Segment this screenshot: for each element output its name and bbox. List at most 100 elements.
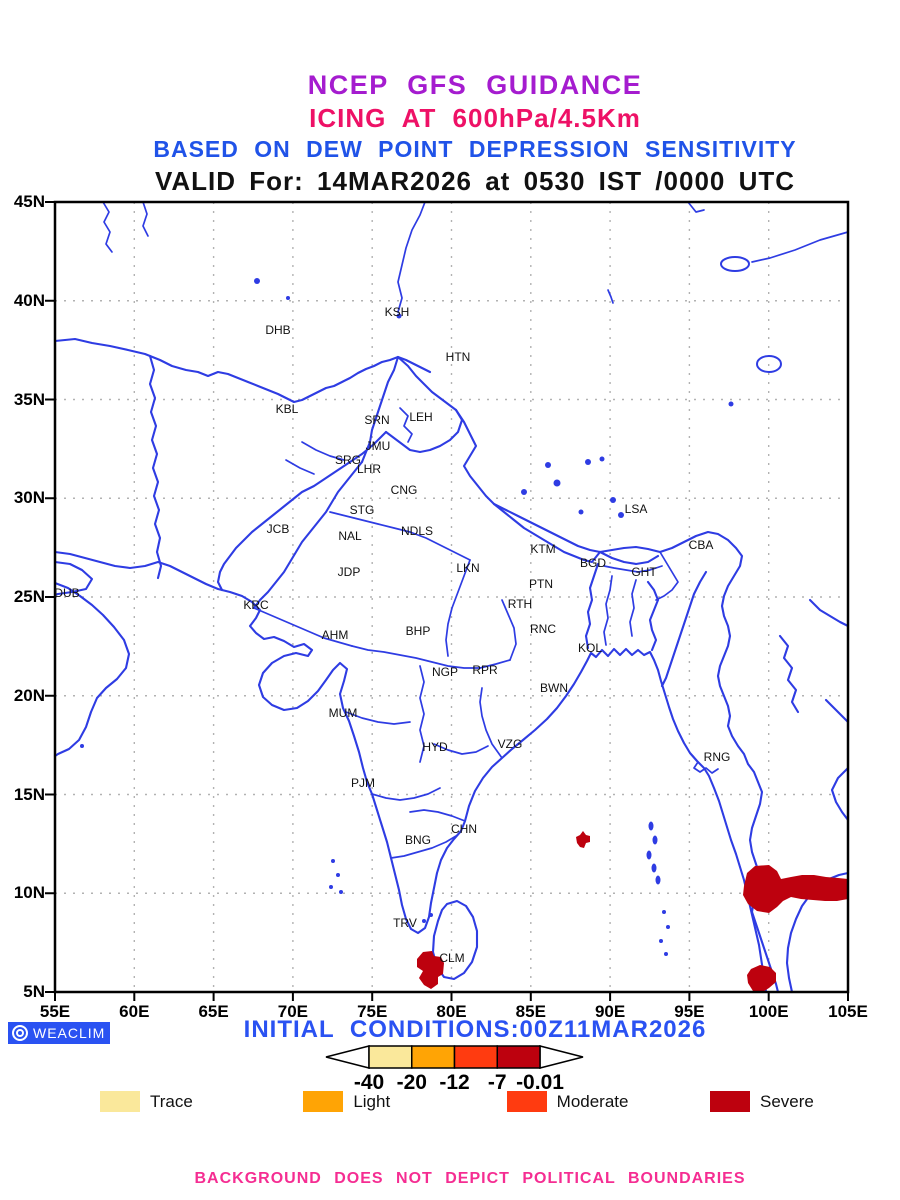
state-border-9 — [390, 835, 457, 859]
coast-oman — [53, 581, 131, 758]
lake-dot — [610, 497, 616, 503]
lake-tibet-oval — [756, 355, 782, 373]
lon-tick-label: 70E — [277, 1002, 309, 1021]
station-label-bng: BNG — [404, 833, 432, 847]
lon-tick-label: 65E — [198, 1002, 229, 1021]
title-valid-time: VALID For: 14MAR2026 at 0530 IST /0000 U… — [154, 166, 796, 196]
station-label-nal: NAL — [338, 529, 362, 543]
island-dot — [336, 873, 340, 877]
river-kashgar — [397, 201, 426, 313]
border-indo-pak — [252, 460, 364, 610]
border-thailand-2 — [808, 598, 850, 628]
island-andaman — [646, 850, 652, 860]
border-kashmir-c — [399, 407, 413, 443]
station-label-jcb: JCB — [266, 522, 290, 536]
lon-tick-label: 85E — [515, 1002, 546, 1021]
colorbar-group — [325, 1045, 584, 1069]
border-kashmir-b — [384, 355, 464, 454]
lat-tick-label: 10N — [13, 883, 45, 903]
state-border-12 — [433, 743, 489, 755]
station-label-lkn: LKN — [456, 561, 480, 575]
legend-item-severe: Severe — [709, 1091, 860, 1112]
station-label-lhr: LHR — [356, 462, 382, 476]
station-label-cng: CNG — [390, 483, 418, 497]
border-bangladesh-west — [584, 562, 600, 650]
legend-label: Light — [353, 1091, 391, 1111]
colorbar-value: -0.01 — [516, 1071, 564, 1094]
small-lakes-group — [254, 278, 734, 518]
lat-tick-label: 25N — [13, 587, 45, 606]
coast-gulf-south-shore — [53, 560, 94, 597]
lon-tick-label: 105E — [828, 1002, 868, 1021]
lake-dot — [599, 456, 605, 462]
title-parameter: ICING AT 600hPa/4.5Km — [309, 103, 641, 133]
lon-tick-label: 80E — [436, 1002, 467, 1021]
lake-dot — [728, 401, 734, 407]
colorbar-right-arrow — [539, 1045, 584, 1069]
station-label-pjm: PJM — [351, 776, 375, 790]
state-border-11 — [479, 687, 503, 759]
lat-tick-label: 5N — [23, 982, 45, 1001]
icing-severe-south-thailand — [747, 965, 776, 993]
lat-tick-label: 45N — [13, 192, 45, 211]
colorbar-value: -7 — [487, 1071, 507, 1094]
geography-group — [53, 201, 850, 994]
island-andaman — [655, 875, 661, 885]
gridlines-group — [55, 202, 848, 992]
legend-label: Trace — [150, 1091, 193, 1111]
station-label-bwn: BWN — [540, 681, 568, 695]
station-label-srn: SRN — [364, 413, 390, 427]
weaclim-logo: WEACLIM — [8, 1022, 110, 1044]
lat-tick-label: 40N — [13, 290, 45, 310]
initial-conditions-text: INITIAL CONDITIONS:00Z11MAR2026 — [243, 1016, 707, 1043]
island-andaman — [651, 863, 657, 873]
legend-label: Moderate — [556, 1091, 629, 1111]
colorbar-left-arrow — [325, 1045, 370, 1069]
river-tibet-small — [607, 289, 614, 304]
border-bangladesh-east — [646, 580, 660, 652]
station-label-lsa: LSA — [624, 502, 648, 516]
station-label-kbl: KBL — [275, 402, 299, 416]
river-topleft-1 — [102, 201, 113, 253]
lake-dot — [521, 489, 527, 495]
icing-severe-comorin — [417, 951, 444, 989]
lat-tick-label: 35N — [13, 389, 45, 409]
station-label-jdp: JDP — [337, 565, 361, 579]
lat-tick-label: 20N — [13, 685, 45, 705]
station-label-leh: LEH — [409, 410, 433, 424]
lake-dot — [396, 313, 402, 319]
lake-dot — [286, 296, 290, 300]
island-dot — [80, 744, 84, 748]
title-model: NCEP GFS GUIDANCE — [307, 70, 643, 100]
station-label-dub: DUB — [54, 586, 80, 600]
island-andaman — [648, 821, 654, 831]
border-india-myanmar — [660, 570, 708, 688]
station-label-rth: RTH — [507, 597, 533, 611]
disclaimer-text: BACKGROUND DOES NOT DEPICT POLITICAL BOU… — [194, 1170, 746, 1187]
state-border-4 — [445, 559, 471, 657]
lake-dot — [553, 479, 561, 487]
station-label-stg: STG — [349, 503, 375, 517]
river-bangladesh-2 — [629, 579, 637, 637]
station-label-rng: RNG — [703, 750, 731, 764]
station-label-rpr: RPR — [472, 663, 498, 677]
state-border-10 — [409, 809, 466, 822]
icing-severe-gulf-of-thailand — [743, 865, 848, 913]
border-thailand-1 — [778, 634, 800, 714]
station-label-ngp: NGP — [431, 665, 459, 679]
lon-tick-label: 100E — [748, 1002, 789, 1021]
station-label-ght: GHT — [631, 565, 657, 579]
border-bhutan-south — [598, 550, 660, 566]
river-tianshan — [751, 231, 849, 263]
lon-tick-label: 90E — [594, 1002, 626, 1021]
island-dot — [429, 913, 433, 917]
icing-severe-bay-of-bengal — [576, 831, 590, 848]
lon-tick-label: 95E — [674, 1002, 705, 1021]
island-andaman — [652, 835, 658, 845]
river-topleft-2 — [142, 201, 149, 237]
island-nicobar — [662, 910, 666, 914]
island-nicobar — [664, 952, 668, 956]
station-label-clm: CLM — [439, 951, 465, 965]
river-mekong — [824, 698, 850, 724]
